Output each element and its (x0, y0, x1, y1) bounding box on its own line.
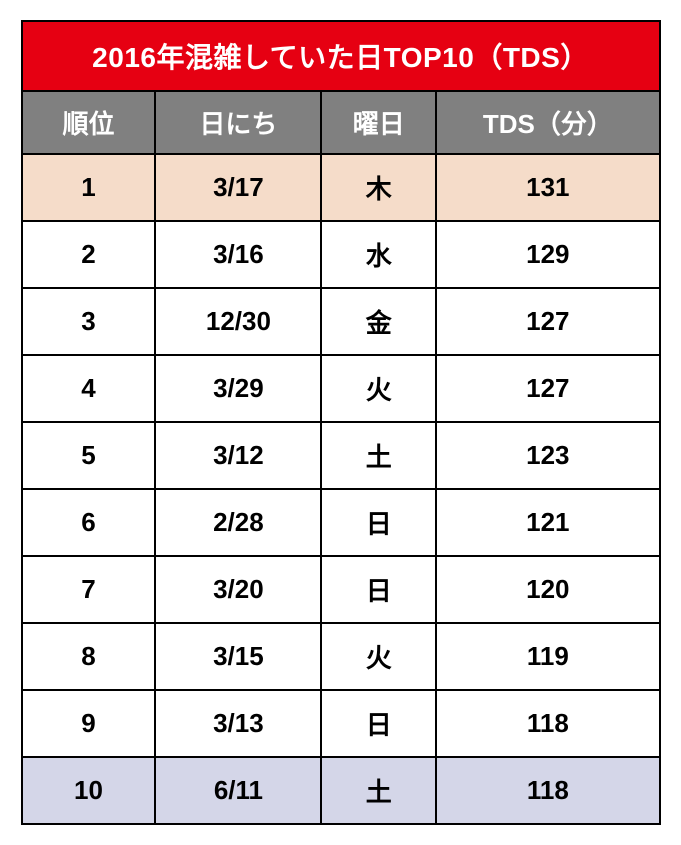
cell-rank: 4 (22, 355, 156, 422)
cell-date: 3/16 (155, 221, 321, 288)
ranking-table-container: 2016年混雑していた日TOP10（TDS） 順位 日にち 曜日 TDS（分） … (21, 20, 661, 825)
cell-date: 3/17 (155, 154, 321, 221)
table-row: 23/16水129 (22, 221, 660, 288)
cell-date: 3/29 (155, 355, 321, 422)
header-row: 順位 日にち 曜日 TDS（分） (22, 91, 660, 154)
cell-rank: 10 (22, 757, 156, 824)
cell-value: 131 (436, 154, 659, 221)
cell-rank: 5 (22, 422, 156, 489)
table-row: 83/15火119 (22, 623, 660, 690)
table-row: 93/13日118 (22, 690, 660, 757)
table-row: 13/17木131 (22, 154, 660, 221)
cell-rank: 7 (22, 556, 156, 623)
cell-date: 3/12 (155, 422, 321, 489)
cell-rank: 9 (22, 690, 156, 757)
cell-value: 118 (436, 690, 659, 757)
table-row: 62/28日121 (22, 489, 660, 556)
table-row: 53/12土123 (22, 422, 660, 489)
cell-value: 123 (436, 422, 659, 489)
ranking-table: 2016年混雑していた日TOP10（TDS） 順位 日にち 曜日 TDS（分） … (21, 20, 661, 825)
cell-date: 3/13 (155, 690, 321, 757)
cell-date: 12/30 (155, 288, 321, 355)
col-header-value: TDS（分） (436, 91, 659, 154)
col-header-dow: 曜日 (321, 91, 436, 154)
cell-value: 129 (436, 221, 659, 288)
cell-date: 6/11 (155, 757, 321, 824)
cell-rank: 6 (22, 489, 156, 556)
cell-rank: 1 (22, 154, 156, 221)
cell-value: 118 (436, 757, 659, 824)
cell-value: 120 (436, 556, 659, 623)
table-row: 312/30金127 (22, 288, 660, 355)
cell-date: 3/20 (155, 556, 321, 623)
cell-date: 2/28 (155, 489, 321, 556)
cell-dow: 金 (321, 288, 436, 355)
cell-rank: 8 (22, 623, 156, 690)
cell-dow: 木 (321, 154, 436, 221)
cell-dow: 土 (321, 422, 436, 489)
table-row: 106/11土118 (22, 757, 660, 824)
cell-rank: 2 (22, 221, 156, 288)
title-row: 2016年混雑していた日TOP10（TDS） (22, 21, 660, 91)
cell-rank: 3 (22, 288, 156, 355)
table-title: 2016年混雑していた日TOP10（TDS） (22, 21, 660, 91)
cell-dow: 火 (321, 623, 436, 690)
cell-value: 127 (436, 288, 659, 355)
cell-value: 119 (436, 623, 659, 690)
cell-value: 127 (436, 355, 659, 422)
cell-dow: 日 (321, 690, 436, 757)
cell-dow: 水 (321, 221, 436, 288)
col-header-rank: 順位 (22, 91, 156, 154)
cell-dow: 日 (321, 556, 436, 623)
cell-dow: 日 (321, 489, 436, 556)
table-row: 73/20日120 (22, 556, 660, 623)
cell-date: 3/15 (155, 623, 321, 690)
cell-value: 121 (436, 489, 659, 556)
cell-dow: 火 (321, 355, 436, 422)
col-header-date: 日にち (155, 91, 321, 154)
cell-dow: 土 (321, 757, 436, 824)
table-row: 43/29火127 (22, 355, 660, 422)
